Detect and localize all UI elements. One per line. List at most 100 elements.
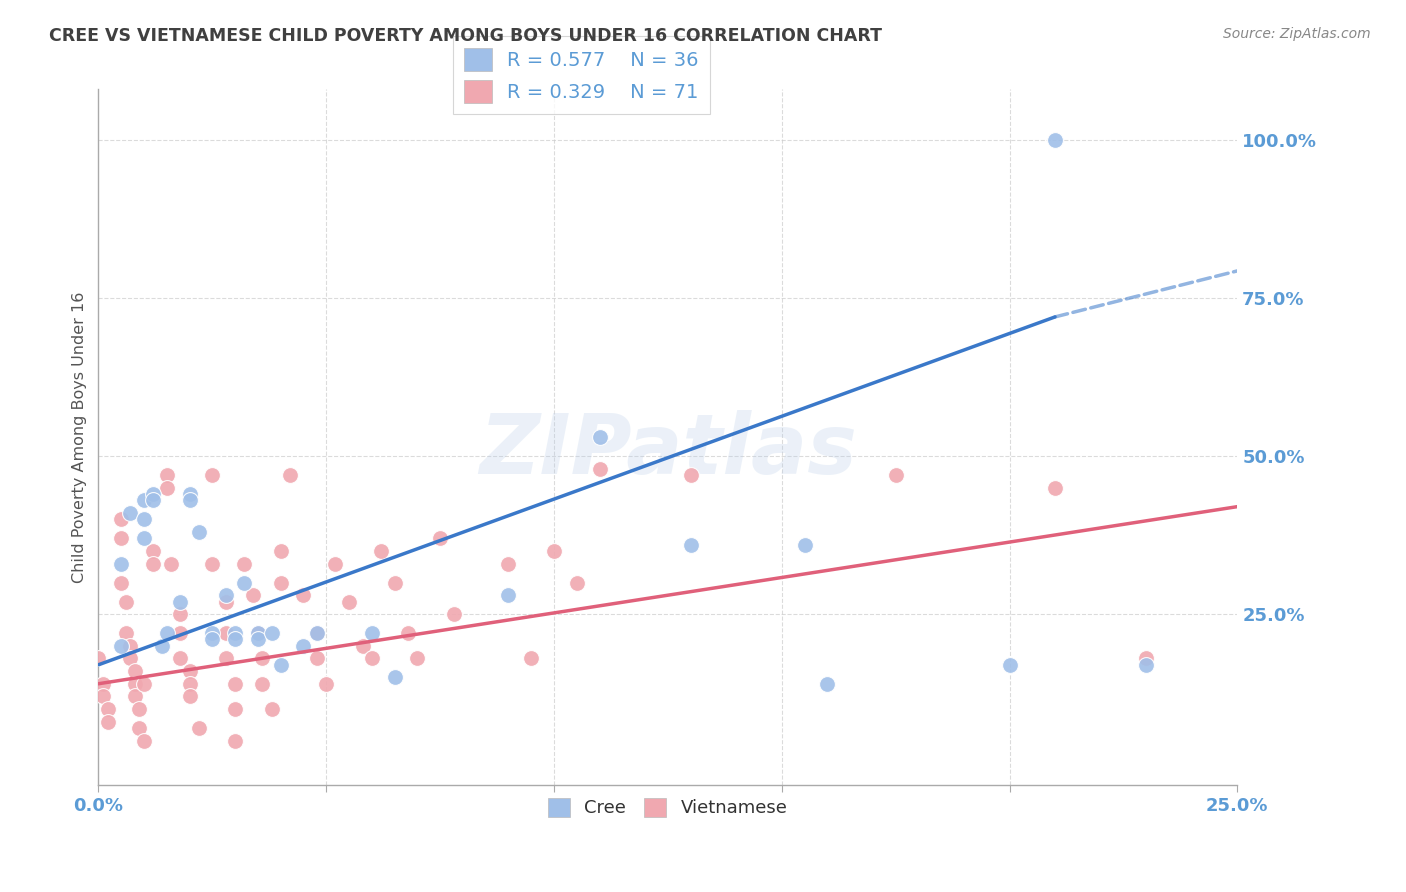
Point — [260, 626, 283, 640]
Point — [307, 626, 329, 640]
Point — [179, 690, 201, 704]
Point — [998, 657, 1021, 672]
Point — [498, 588, 520, 602]
Point — [179, 493, 201, 508]
Point — [884, 468, 907, 483]
Point — [114, 626, 136, 640]
Point — [260, 702, 283, 716]
Point — [120, 651, 142, 665]
Point — [132, 531, 155, 545]
Point — [246, 626, 269, 640]
Point — [565, 575, 588, 590]
Point — [132, 677, 155, 691]
Point — [224, 677, 246, 691]
Point — [307, 626, 329, 640]
Point — [360, 626, 382, 640]
Point — [520, 651, 543, 665]
Point — [150, 639, 173, 653]
Point — [96, 702, 118, 716]
Point — [142, 557, 165, 571]
Point — [142, 544, 165, 558]
Point — [110, 512, 132, 526]
Point — [120, 506, 142, 520]
Point — [406, 651, 429, 665]
Point — [201, 557, 224, 571]
Point — [370, 544, 392, 558]
Point — [179, 677, 201, 691]
Point — [142, 487, 165, 501]
Point — [156, 468, 179, 483]
Point — [128, 721, 150, 735]
Point — [169, 607, 191, 622]
Point — [270, 657, 292, 672]
Point — [156, 626, 179, 640]
Legend: Cree, Vietnamese: Cree, Vietnamese — [541, 791, 794, 824]
Point — [224, 733, 246, 747]
Point — [323, 557, 346, 571]
Point — [110, 639, 132, 653]
Point — [252, 651, 274, 665]
Point — [187, 721, 209, 735]
Point — [270, 575, 292, 590]
Point — [1043, 133, 1066, 147]
Point — [396, 626, 419, 640]
Point — [215, 651, 238, 665]
Point — [169, 594, 191, 608]
Point — [120, 639, 142, 653]
Point — [588, 430, 610, 444]
Point — [1135, 657, 1157, 672]
Point — [352, 639, 374, 653]
Point — [443, 607, 465, 622]
Point — [360, 651, 382, 665]
Point — [384, 575, 406, 590]
Point — [337, 594, 360, 608]
Point — [201, 632, 224, 647]
Point — [179, 664, 201, 678]
Point — [124, 664, 146, 678]
Point — [815, 677, 838, 691]
Point — [278, 468, 301, 483]
Point — [224, 702, 246, 716]
Text: ZIPatlas: ZIPatlas — [479, 410, 856, 491]
Point — [1043, 481, 1066, 495]
Point — [201, 468, 224, 483]
Point — [128, 702, 150, 716]
Text: CREE VS VIETNAMESE CHILD POVERTY AMONG BOYS UNDER 16 CORRELATION CHART: CREE VS VIETNAMESE CHILD POVERTY AMONG B… — [49, 27, 882, 45]
Point — [543, 544, 565, 558]
Point — [187, 524, 209, 539]
Point — [124, 677, 146, 691]
Point — [91, 677, 114, 691]
Point — [315, 677, 337, 691]
Point — [679, 468, 702, 483]
Text: Source: ZipAtlas.com: Source: ZipAtlas.com — [1223, 27, 1371, 41]
Point — [246, 626, 269, 640]
Point — [215, 594, 238, 608]
Point — [96, 714, 118, 729]
Point — [91, 690, 114, 704]
Point — [292, 639, 315, 653]
Point — [429, 531, 451, 545]
Point — [110, 531, 132, 545]
Point — [169, 651, 191, 665]
Point — [252, 677, 274, 691]
Point — [201, 626, 224, 640]
Point — [132, 512, 155, 526]
Point — [242, 588, 264, 602]
Point — [270, 544, 292, 558]
Point — [156, 481, 179, 495]
Point — [292, 588, 315, 602]
Point — [114, 594, 136, 608]
Point — [87, 651, 110, 665]
Point — [224, 632, 246, 647]
Point — [307, 651, 329, 665]
Point — [588, 461, 610, 475]
Point — [132, 733, 155, 747]
Point — [793, 538, 815, 552]
Point — [215, 626, 238, 640]
Point — [110, 557, 132, 571]
Point — [498, 557, 520, 571]
Point — [124, 690, 146, 704]
Point — [132, 493, 155, 508]
Y-axis label: Child Poverty Among Boys Under 16: Child Poverty Among Boys Under 16 — [72, 292, 87, 582]
Point — [110, 575, 132, 590]
